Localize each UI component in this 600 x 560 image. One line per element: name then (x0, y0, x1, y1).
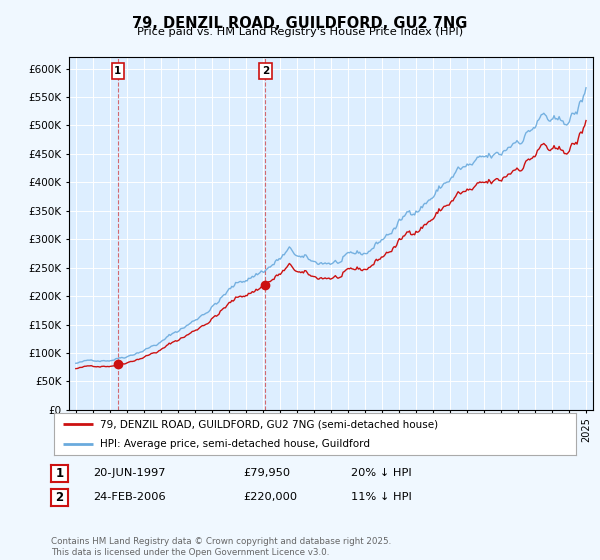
Text: Contains HM Land Registry data © Crown copyright and database right 2025.
This d: Contains HM Land Registry data © Crown c… (51, 537, 391, 557)
Text: 11% ↓ HPI: 11% ↓ HPI (351, 492, 412, 502)
Text: HPI: Average price, semi-detached house, Guildford: HPI: Average price, semi-detached house,… (100, 438, 370, 449)
Text: Price paid vs. HM Land Registry's House Price Index (HPI): Price paid vs. HM Land Registry's House … (137, 27, 463, 37)
Text: 20% ↓ HPI: 20% ↓ HPI (351, 468, 412, 478)
Text: 20-JUN-1997: 20-JUN-1997 (93, 468, 166, 478)
Text: 1: 1 (55, 466, 64, 480)
Text: £79,950: £79,950 (243, 468, 290, 478)
Text: 79, DENZIL ROAD, GUILDFORD, GU2 7NG (semi-detached house): 79, DENZIL ROAD, GUILDFORD, GU2 7NG (sem… (100, 419, 438, 430)
Text: 79, DENZIL ROAD, GUILDFORD, GU2 7NG: 79, DENZIL ROAD, GUILDFORD, GU2 7NG (133, 16, 467, 31)
Text: £220,000: £220,000 (243, 492, 297, 502)
Text: 1: 1 (114, 66, 121, 76)
Text: 2: 2 (262, 66, 269, 76)
Text: 24-FEB-2006: 24-FEB-2006 (93, 492, 166, 502)
Text: 2: 2 (55, 491, 64, 504)
